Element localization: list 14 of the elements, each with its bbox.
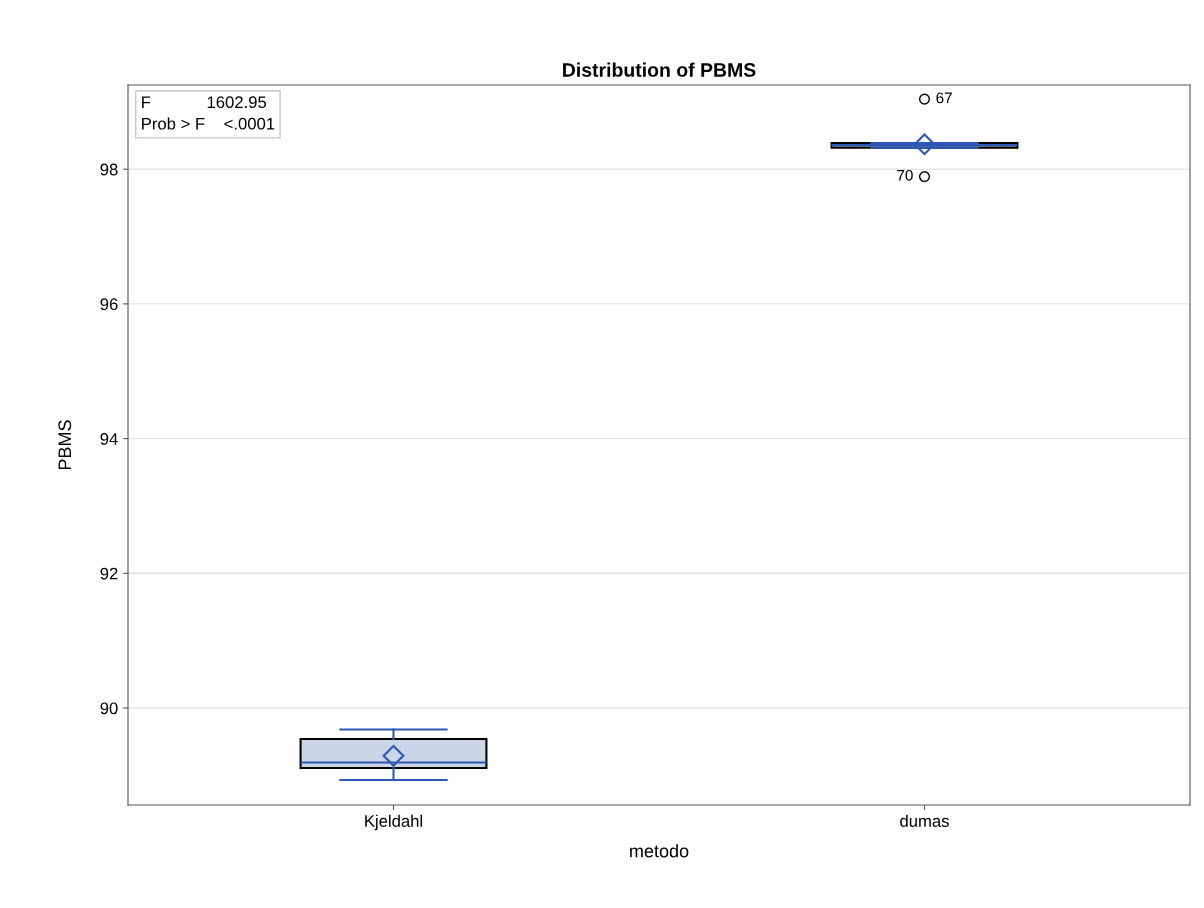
annotation: 70 bbox=[897, 169, 913, 181]
y-tick-label: 94 bbox=[100, 433, 118, 445]
y-tick-label: 98 bbox=[100, 163, 118, 176]
y-tick-label: 92 bbox=[100, 567, 118, 580]
chart-title: Distribution of PBMS bbox=[563, 62, 756, 77]
x-tick-label: dumas bbox=[900, 814, 949, 827]
annotation: 67 bbox=[936, 92, 952, 104]
x-axis-title: metodo bbox=[630, 844, 689, 858]
annotation: Prob > F <.0001 bbox=[142, 117, 275, 130]
y-tick-label: 90 bbox=[100, 702, 118, 715]
y-tick-label: 96 bbox=[100, 298, 118, 311]
annotation: F 1602.95 bbox=[142, 96, 267, 109]
y-axis-title: PBMS bbox=[58, 420, 72, 470]
x-tick-label: Kjeldahl bbox=[365, 814, 423, 831]
